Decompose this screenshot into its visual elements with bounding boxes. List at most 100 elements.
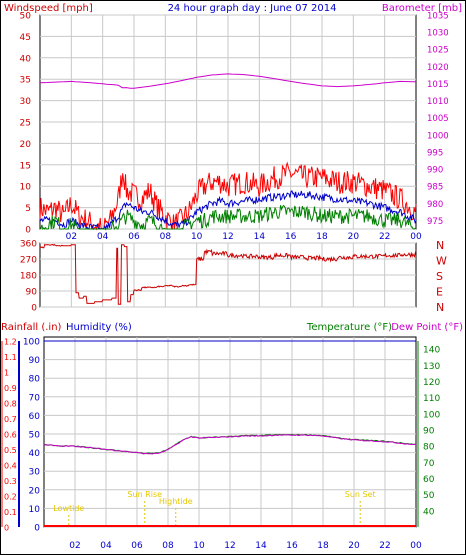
barometer-tick-label: 975 [427, 217, 443, 227]
marker-label: Hightide [159, 497, 193, 506]
temperature-series [43, 340, 417, 527]
windspeed-tick-label: 0 [25, 226, 31, 236]
windspeed-tick-label: 35 [20, 76, 31, 86]
temperature-tick-label: 130 [423, 362, 440, 372]
humidity-tick-label: 20 [29, 486, 41, 496]
rain-tick-label: 0.8 [4, 400, 17, 409]
direction-grid [40, 242, 416, 308]
x-tick-label: 06 [131, 541, 143, 551]
rain-tick-label: 0.6 [4, 431, 17, 440]
barometer-tick-label: 980 [427, 200, 443, 210]
direction-tick-label: 90 [26, 288, 38, 298]
direction-tick-label: 360 [20, 240, 37, 250]
series-direction-line [39, 243, 417, 305]
rainfall-title: Rainfall (.in) [1, 322, 62, 333]
windspeed-tick-label: 40 [20, 54, 32, 64]
temperature-axis: 40 50 60 70 80 90 100 110 120 130 140 [417, 341, 440, 527]
rain-tick-label: 0.5 [4, 446, 17, 455]
compass-label: N [436, 301, 444, 314]
rain-tick-label: 0.3 [4, 477, 17, 486]
dewpoint-title: Dew Point (°F) [391, 322, 463, 333]
humidity-tick-label: 80 [29, 375, 41, 385]
marker-label: Sun Set [345, 490, 376, 499]
compass-label: E [436, 286, 443, 299]
rain-tick-label: 0.9 [4, 384, 17, 393]
compass-label: W [436, 255, 447, 268]
rain-tick-label: 0.2 [4, 493, 17, 502]
barometer-tick-label: 1020 [427, 63, 449, 73]
x-tick-label: 08 [162, 541, 174, 551]
rain-tick-label: 1 [4, 369, 9, 378]
x-tick-label: 16 [285, 232, 297, 242]
humidity-tick-label: 10 [29, 505, 41, 515]
x-tick-label: 04 [97, 232, 109, 242]
humidity-tick-label: 30 [29, 468, 41, 478]
rain-tick-label: 0 [4, 524, 9, 533]
x-tick-label: 22 [379, 541, 390, 551]
x-tick-label: 02 [66, 232, 77, 242]
humidity-tick-label: 100 [23, 338, 40, 348]
x-tick-label: 08 [160, 232, 172, 242]
rain-tick-label: 0.1 [4, 508, 17, 517]
humidity-tick-label: 70 [29, 393, 41, 403]
windspeed-tick-label: 30 [20, 97, 32, 107]
rain-tick-label: 0.4 [4, 462, 17, 471]
x-tick-label: 02 [69, 541, 80, 551]
barometer-tick-label: 1005 [427, 114, 449, 124]
x-tick-label: 20 [348, 232, 360, 242]
wind-grid [40, 14, 416, 230]
wind-series [39, 73, 417, 231]
temperature-tick-label: 60 [423, 475, 435, 485]
rain-tick-label: 1.1 [4, 353, 17, 362]
barometer-tick-label: 995 [427, 148, 443, 158]
x-tick-label: 14 [254, 232, 266, 242]
x-tick-label: 06 [128, 232, 140, 242]
windspeed-tick-label: 50 [20, 12, 32, 22]
temperature-tick-label: 80 [423, 443, 435, 453]
temperature-tick-label: 100 [423, 410, 440, 420]
direction-tick-label: 180 [20, 272, 37, 282]
humidity-title: Humidity (%) [66, 322, 132, 333]
x-tick-label: 22 [379, 232, 390, 242]
barometer-tick-label: 1025 [427, 46, 449, 56]
barometer-tick-label: 1015 [427, 80, 449, 90]
x-tick-label: 12 [224, 541, 235, 551]
series-dewpoint-line [43, 434, 417, 455]
windspeed-axis: 0 5 10 15 20 25 30 35 40 45 50 [20, 12, 32, 236]
barometer-tick-label: 985 [427, 183, 443, 193]
temperature-x-axis: 02 04 06 08 10 12 14 16 18 20 22 00 [69, 541, 422, 551]
direction-tick-label: 270 [20, 256, 37, 266]
barometer-tick-label: 1030 [427, 29, 449, 39]
x-tick-label: 04 [100, 541, 112, 551]
humidity-tick-label: 40 [29, 449, 41, 459]
temperature-tick-label: 110 [423, 394, 440, 404]
x-tick-label: 12 [222, 232, 233, 242]
barometer-tick-label: 1010 [427, 97, 449, 107]
compass-label: S [436, 270, 443, 283]
wind-x-axis: 02 04 06 08 10 12 14 16 18 20 22 00 [66, 232, 422, 242]
temperature-tick-label: 70 [423, 459, 435, 469]
windspeed-tick-label: 45 [20, 33, 31, 43]
x-tick-label: 10 [191, 232, 203, 242]
windspeed-tick-label: 15 [20, 161, 31, 171]
humidity-tick-label: 0 [34, 524, 40, 534]
rain-tick-label: 1.2 [4, 338, 17, 347]
humidity-tick-label: 50 [29, 431, 41, 441]
temperature-title: Temperature (°F) [306, 322, 392, 333]
x-tick-label: 18 [317, 541, 329, 551]
windspeed-tick-label: 20 [20, 140, 32, 150]
rain-tick-label: 0.7 [4, 415, 17, 424]
direction-tick-label: 0 [31, 304, 37, 314]
barometer-tick-label: 1035 [427, 12, 449, 22]
temperature-tick-label: 50 [423, 491, 435, 501]
x-tick-label: 16 [286, 541, 298, 551]
barometer-tick-label: 1000 [427, 131, 449, 141]
windspeed-tick-label: 10 [20, 183, 32, 193]
humidity-tick-label: 60 [29, 412, 41, 422]
marker-label: Sun Rise [127, 490, 162, 499]
